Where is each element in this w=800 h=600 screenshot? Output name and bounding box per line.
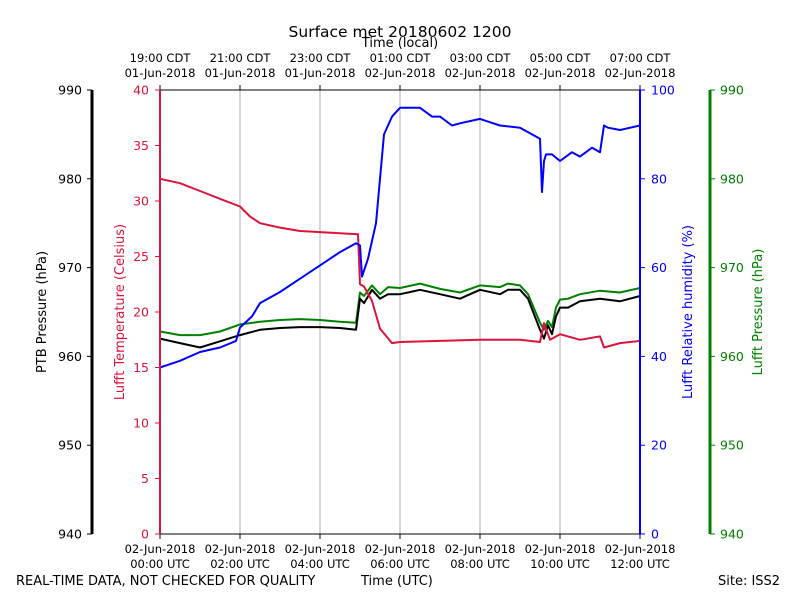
- top-tick-label-date: 02-Jun-2018: [365, 66, 436, 80]
- ptb-tick-label: 970: [58, 260, 82, 275]
- rh-tick-label: 100: [651, 83, 675, 98]
- top-tick-label-time: 23:00 CDT: [290, 51, 352, 65]
- rh-tick-label: 20: [651, 438, 667, 453]
- ptb-tick-label: 990: [58, 83, 82, 98]
- lufft-temperature-series-line: [159, 177, 641, 349]
- lufftp-tick-label: 980: [720, 171, 744, 186]
- lufft-relative-humidity-series-line: [159, 106, 641, 369]
- bottom-tick-label-date: 02-Jun-2018: [525, 542, 596, 556]
- top-tick-label-time: 21:00 CDT: [210, 51, 272, 65]
- temp-tick-label: 15: [133, 360, 149, 375]
- lufftp-tick-label: 940: [720, 527, 744, 542]
- bottom-tick-label-date: 02-Jun-2018: [605, 542, 676, 556]
- temp-tick-label: 35: [133, 138, 149, 153]
- bottom-tick-label-date: 02-Jun-2018: [125, 542, 196, 556]
- rh-axis-title: Lufft Relative humidity (%): [681, 225, 696, 399]
- top-tick-label-date: 01-Jun-2018: [125, 66, 196, 80]
- bottom-tick-label-time: 04:00 UTC: [290, 557, 350, 571]
- temp-tick-label: 5: [141, 471, 149, 486]
- top-tick-label-time: 05:00 CDT: [530, 51, 592, 65]
- chart-title: Surface met 20180602 1200: [289, 23, 512, 41]
- temp-tick-label: 10: [133, 416, 149, 431]
- bottom-tick-label-date: 02-Jun-2018: [365, 542, 436, 556]
- temp-tick-label: 30: [133, 194, 149, 209]
- site-label: Site: ISS2: [718, 574, 781, 589]
- ptb-tick-label: 950: [58, 438, 82, 453]
- bottom-tick-label-date: 02-Jun-2018: [445, 542, 516, 556]
- top-tick-label-date: 02-Jun-2018: [525, 66, 596, 80]
- rh-tick-label: 40: [651, 349, 667, 364]
- temp-tick-label: 0: [141, 527, 149, 542]
- series-layer: [159, 106, 641, 369]
- bottom-tick-label-time: 10:00 UTC: [530, 557, 590, 571]
- bottom-tick-label-time: 12:00 UTC: [610, 557, 670, 571]
- top-axis-label: Time (local): [361, 36, 438, 51]
- temp-tick-label: 25: [133, 249, 149, 264]
- temp-tick-label: 20: [133, 305, 149, 320]
- ptb-pressure-series-line: [159, 288, 641, 349]
- top-tick-label-date: 02-Jun-2018: [445, 66, 516, 80]
- top-tick-label-time: 07:00 CDT: [610, 51, 672, 65]
- lufftp-tick-label: 970: [720, 260, 744, 275]
- ptb-axis-title: PTB Pressure (hPa): [35, 251, 50, 373]
- top-tick-label-time: 01:00 CDT: [370, 51, 432, 65]
- lufft-pressure-series-line: [159, 282, 641, 337]
- ptb-tick-label: 960: [58, 349, 82, 364]
- temp-axis-title: Lufft Temperature (Celsius): [113, 224, 128, 400]
- top-tick-label-date: 01-Jun-2018: [205, 66, 276, 80]
- top-tick-label-date: 02-Jun-2018: [605, 66, 676, 80]
- bottom-tick-label-time: 02:00 UTC: [210, 557, 270, 571]
- bottom-tick-label-date: 02-Jun-2018: [205, 542, 276, 556]
- bottom-tick-label-time: 06:00 UTC: [370, 557, 430, 571]
- lufftp-axis-title: Lufft Pressure (hPa): [751, 249, 766, 376]
- top-tick-label-time: 03:00 CDT: [450, 51, 512, 65]
- rh-tick-label: 60: [651, 260, 667, 275]
- grid-layer: [239, 90, 561, 534]
- rh-tick-label: 0: [651, 527, 659, 542]
- lufftp-tick-label: 950: [720, 438, 744, 453]
- top-tick-label-time: 19:00 CDT: [130, 51, 192, 65]
- lufftp-tick-label: 960: [720, 349, 744, 364]
- rh-tick-label: 80: [651, 171, 667, 186]
- ptb-tick-label: 940: [58, 527, 82, 542]
- quality-disclaimer: REAL-TIME DATA, NOT CHECKED FOR QUALITY: [16, 574, 316, 589]
- x-axis-label: Time (UTC): [361, 574, 433, 589]
- temp-tick-label: 40: [133, 83, 149, 98]
- top-tick-label-date: 01-Jun-2018: [285, 66, 356, 80]
- bottom-tick-label-time: 08:00 UTC: [450, 557, 510, 571]
- bottom-tick-label-date: 02-Jun-2018: [285, 542, 356, 556]
- ptb-tick-label: 980: [58, 171, 82, 186]
- bottom-tick-label-time: 00:00 UTC: [130, 557, 190, 571]
- lufftp-tick-label: 990: [720, 83, 744, 98]
